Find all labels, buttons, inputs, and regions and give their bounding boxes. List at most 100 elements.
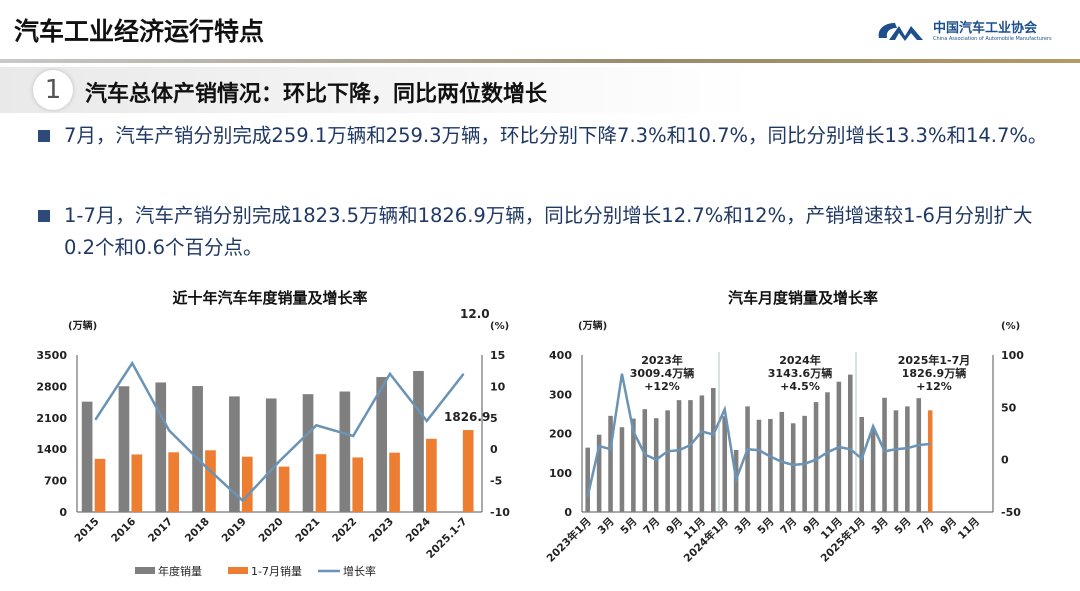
logo: 中国汽车工业协会 China Association of Automobile…: [875, 20, 1052, 44]
bar-月度销量: [711, 387, 716, 512]
growth-point: [758, 449, 760, 451]
y-tick-label: 0: [59, 506, 67, 519]
legend-swatch: [228, 567, 248, 574]
y2-axis-unit: (%): [490, 321, 509, 332]
y2-tick-label: 50: [1001, 401, 1017, 414]
growth-point: [168, 429, 170, 431]
growth-point: [463, 373, 465, 375]
logo-en: China Association of Automobile Manufact…: [933, 36, 1052, 42]
bar-年度销量: [229, 396, 240, 512]
logo-cn: 中国汽车工业协会: [933, 21, 1038, 36]
x-tick-label: 5月: [755, 516, 776, 537]
bar-月度销量: [665, 410, 670, 512]
bar-年度销量: [265, 398, 277, 512]
growth-point: [781, 461, 783, 463]
x-tick-label: 5月: [892, 516, 913, 537]
caam-logo-icon: [878, 23, 923, 41]
y-tick-label: 2800: [36, 380, 67, 393]
growth-point: [735, 479, 737, 481]
growth-point: [815, 459, 817, 461]
bar-月度销量: [608, 415, 613, 512]
growth-point: [632, 430, 634, 432]
growth-point: [849, 448, 851, 450]
growth-point: [689, 444, 691, 446]
y-tick-label: 0: [564, 506, 572, 519]
x-tick-label: 2024: [404, 516, 433, 545]
bar-年度销量: [339, 391, 351, 512]
section-heading: 汽车总体产销情况：环比下降，同比两位数增长: [85, 82, 548, 107]
y2-tick-label: 0: [1001, 454, 1009, 467]
y-tick-label: 2100: [36, 412, 67, 425]
growth-point: [929, 443, 931, 445]
growth-point: [667, 450, 669, 452]
growth-point: [655, 459, 657, 461]
bar-年度销量: [81, 401, 93, 512]
bar-月度销量: [699, 395, 705, 512]
growth-point: [389, 373, 391, 375]
growth-point: [826, 451, 828, 453]
growth-point: [872, 425, 874, 427]
y2-tick-label: -50: [1001, 506, 1021, 519]
growth-point: [895, 448, 897, 450]
x-tick-label: 3月: [733, 516, 754, 537]
bar-月度销量: [688, 400, 693, 512]
x-tick-label: 3月: [870, 516, 891, 537]
x-tick-label: 11月: [956, 516, 982, 542]
bar-1-7月销量: [94, 458, 106, 512]
x-tick-label: 7月: [641, 516, 662, 537]
y-tick-label: 3500: [36, 349, 67, 362]
bullet-text: 1-7月，汽车产销分别完成1823.5万辆和1826.9万辆，同比分别增长12.…: [64, 204, 1033, 259]
x-tick-label: 2015: [72, 516, 101, 545]
chart-title: 近十年汽车年度销量及增长率: [172, 289, 367, 307]
y-axis-unit: (万辆): [68, 319, 97, 332]
y-axis-unit: (万辆): [578, 319, 607, 332]
growth-point: [918, 444, 920, 446]
bar-1-7月销量: [241, 456, 253, 512]
bar-月度销量: [927, 410, 933, 512]
legend-label: 增长率: [343, 564, 376, 578]
header-divider: [0, 59, 1080, 63]
bar-1-7月销量: [168, 452, 179, 512]
growth-point: [792, 464, 794, 466]
section-number: 1: [33, 70, 73, 110]
bar-月度销量: [893, 410, 899, 512]
bar-月度销量: [676, 400, 682, 512]
y2-axis-unit: (%): [1001, 321, 1020, 332]
growth-point: [279, 460, 280, 462]
growth-point: [621, 373, 623, 375]
data-label: 1826.9: [444, 410, 490, 424]
y2-tick-label: 0: [490, 443, 498, 456]
bullet-square-icon: [38, 130, 50, 142]
growth-point: [426, 420, 428, 422]
x-tick-label: 2023: [367, 516, 396, 545]
growth-point: [678, 449, 680, 451]
x-tick-label: 2023年1月: [544, 515, 594, 565]
growth-point: [315, 424, 317, 426]
x-tick-label: 2018: [183, 516, 212, 545]
x-tick-label: 2020: [256, 516, 285, 545]
bar-月度销量: [653, 418, 659, 512]
growth-point: [94, 419, 96, 421]
bar-月度销量: [916, 398, 922, 512]
bar-月度销量: [619, 427, 625, 512]
bar-月度销量: [745, 406, 750, 512]
x-tick-label: 3月: [596, 516, 617, 537]
growth-point: [242, 500, 244, 502]
bar-年度销量: [118, 386, 130, 512]
y-tick-label: 300: [549, 388, 572, 401]
growth-point: [906, 447, 908, 449]
bar-月度销量: [790, 423, 796, 512]
year-annotation: 2023年: [641, 353, 683, 367]
bullet-item: 7月，汽车产销分别完成259.1万辆和259.3万辆，环比分别下降7.3%和10…: [38, 120, 1058, 152]
legend-label: 年度销量: [158, 564, 202, 578]
y-tick-label: 700: [44, 475, 67, 488]
bar-月度销量: [859, 417, 864, 512]
growth-point: [769, 456, 771, 458]
bar-年度销量: [376, 377, 388, 512]
year-annotation: +4.5%: [780, 380, 820, 393]
year-annotation: +12%: [916, 380, 952, 393]
year-annotation: 2024年: [779, 353, 821, 367]
bar-1-7月销量: [462, 430, 474, 512]
bar-1-7月销量: [131, 454, 143, 512]
growth-point: [610, 448, 612, 450]
